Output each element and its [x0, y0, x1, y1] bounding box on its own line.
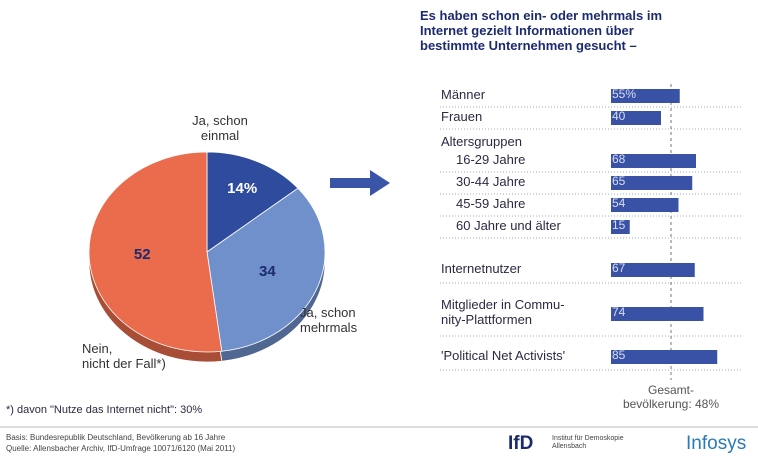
bar-category-label: 45-59 Jahre	[456, 196, 526, 211]
bar-category-label: 60 Jahre und älter	[456, 218, 561, 233]
bar-value-label: 74	[612, 305, 626, 319]
bar-value-label: 54	[612, 196, 626, 210]
bar-value-label: 55%	[612, 87, 637, 101]
reference-label: Gesamt- bevölkerung: 48%	[622, 383, 720, 411]
arrow	[330, 170, 390, 196]
pie-value-label: 14%	[227, 179, 258, 197]
bar	[611, 176, 693, 190]
logo-ifd-name: Institut für Demoskopie Allensbach	[552, 435, 624, 451]
bar-value-label: 68	[612, 152, 626, 166]
source: Quelle: Allensbacher Archiv, IfD-Umfrage…	[6, 444, 236, 453]
bar-category-label: Mitglieder in Commu- nity-Plattformen	[441, 297, 565, 327]
logo-ifd: IfD	[508, 433, 534, 454]
source: Basis: Bundesrepublik Deutschland, Bevöl…	[6, 433, 226, 442]
footnote: *) davon "Nutze das Internet nicht": 30%	[6, 404, 203, 416]
bar	[611, 89, 680, 103]
bar	[611, 111, 661, 125]
bar-value-label: 85	[612, 348, 626, 362]
bar-value-label: 67	[612, 261, 626, 275]
bar-value-label: 15	[612, 218, 626, 232]
bar-category-label: 16-29 Jahre	[456, 152, 526, 167]
bar-title: Es haben schon ein- oder mehrmals im Int…	[420, 8, 663, 53]
bar-value-label: 65	[612, 174, 626, 188]
bar-category-label: Internetnutzer	[441, 261, 522, 276]
pie-slice	[206, 187, 326, 352]
group-label: Altersgruppen	[441, 134, 522, 149]
bar	[611, 220, 630, 234]
bar-category-label: Männer	[441, 87, 486, 102]
bar-category-label: Frauen	[441, 109, 483, 124]
bar	[611, 263, 695, 277]
bar	[611, 350, 718, 364]
pie-value-label: 34	[258, 263, 276, 281]
pie-slice	[206, 151, 299, 253]
bar	[611, 307, 704, 321]
pie-category-label: Nein, nicht der Fall*)	[82, 341, 166, 371]
bar-category-label: 'Political Net Activists'	[441, 348, 566, 363]
pie-category-label: Ja, schon einmal	[192, 113, 248, 143]
bar	[611, 154, 696, 168]
bar-category-label: 30-44 Jahre	[456, 174, 526, 189]
logo-infosys: Infosys	[686, 433, 747, 454]
pie-slice	[88, 151, 223, 353]
pie-value-label: 52	[133, 246, 151, 264]
pie-category-label: Ja, schon mehrmals	[300, 305, 358, 335]
bar	[611, 198, 679, 212]
bar-value-label: 40	[612, 109, 626, 123]
